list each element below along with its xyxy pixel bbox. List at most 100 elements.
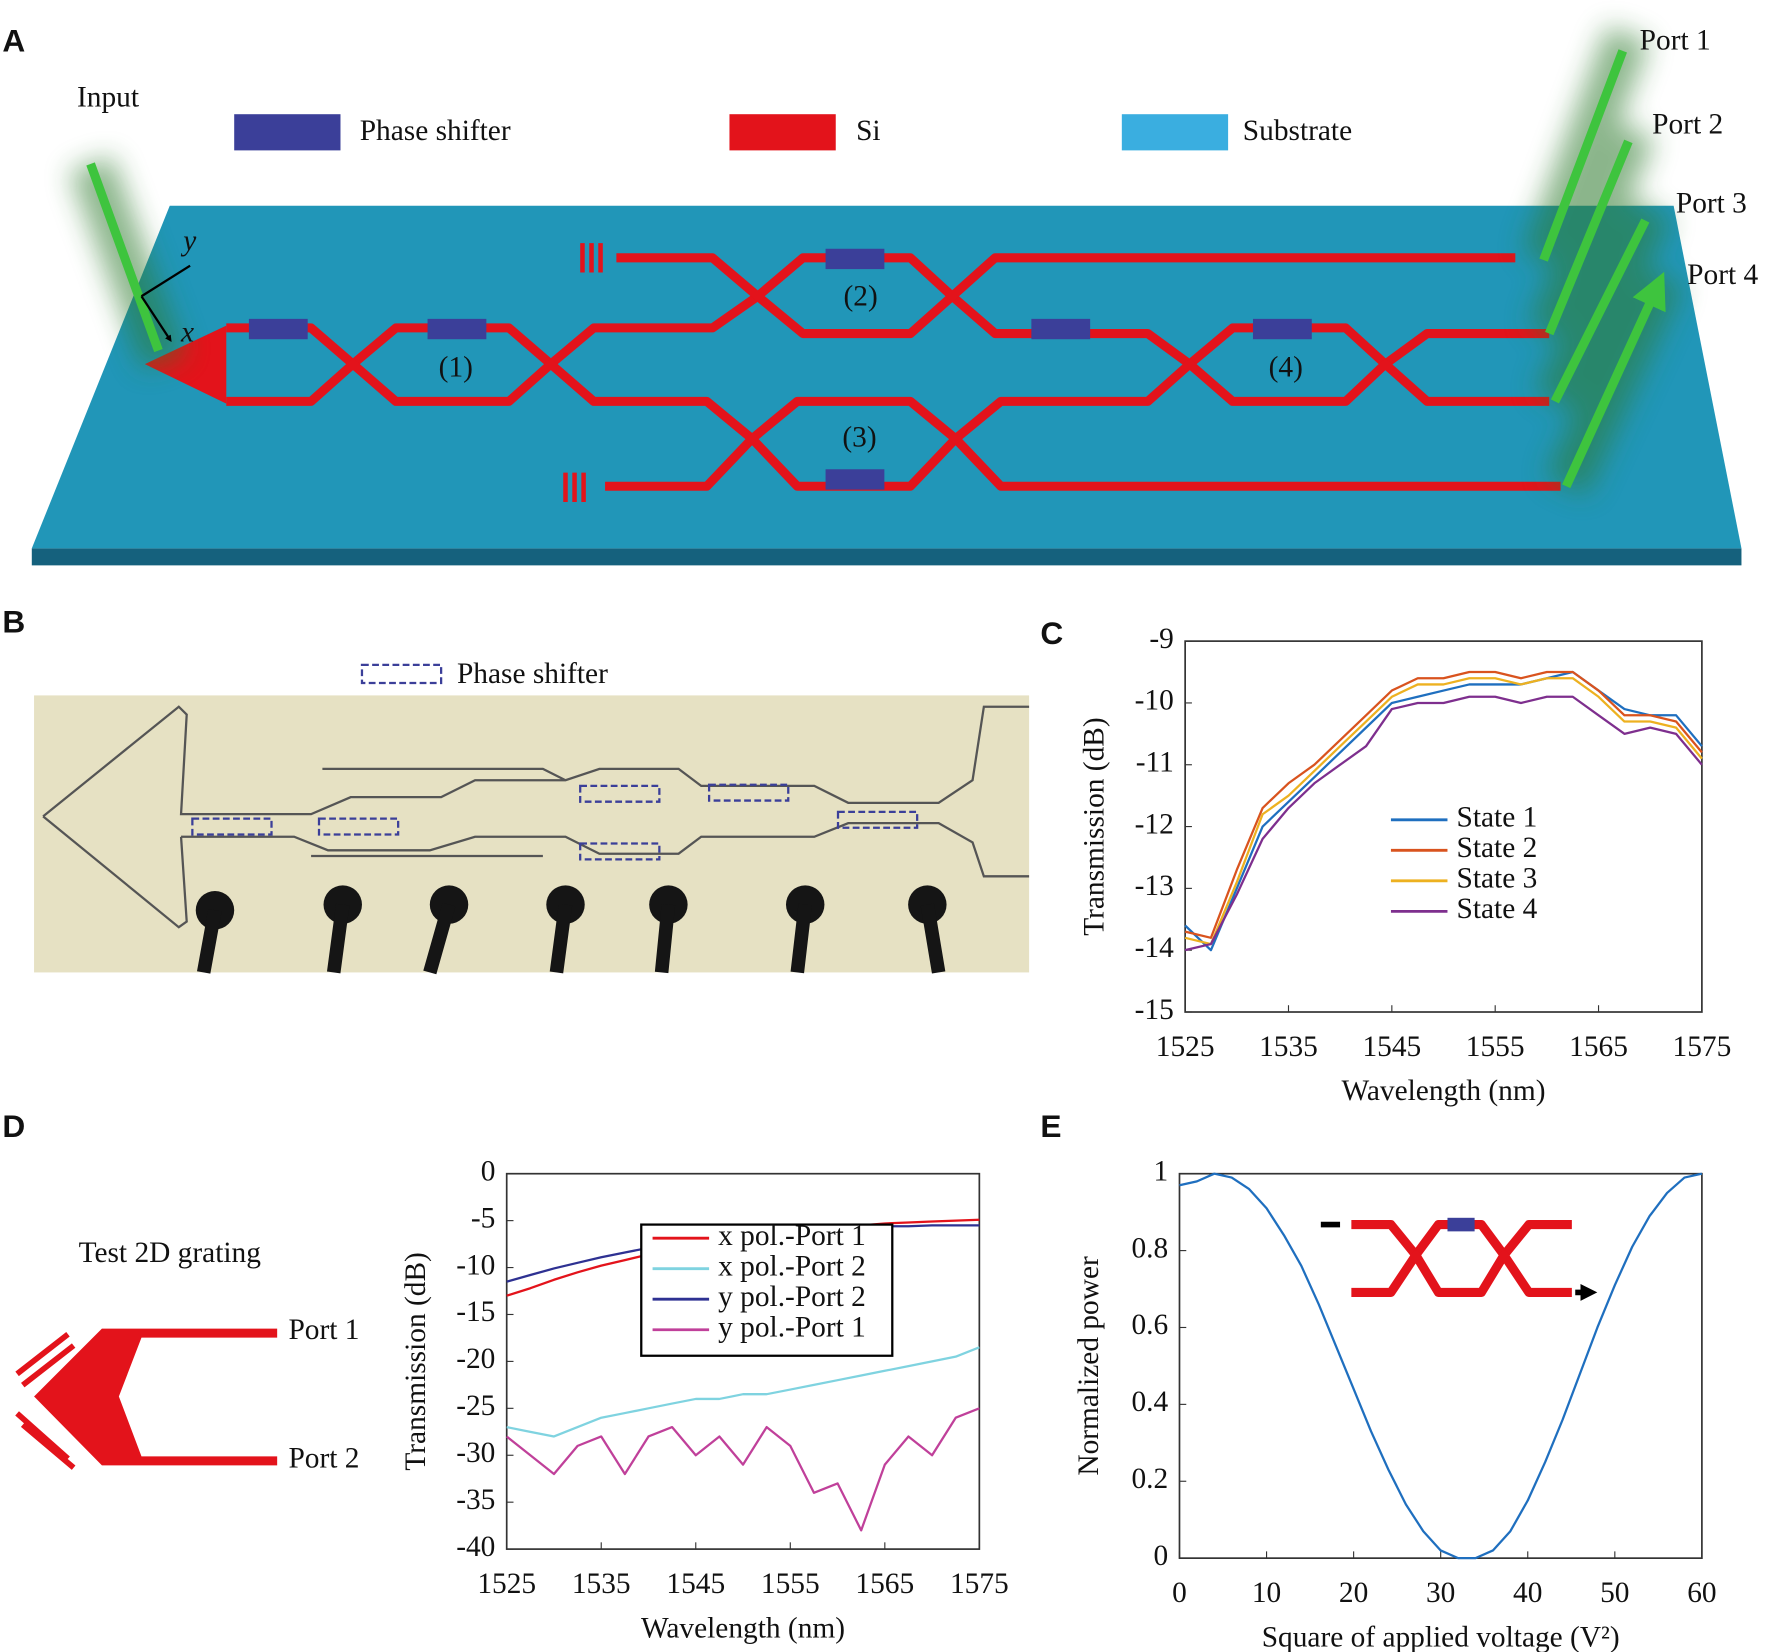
phase-shifter [1031,318,1091,340]
x-tick-label: 50 [1600,1577,1629,1609]
panel-letter: A [2,22,25,58]
port-label: Port 3 [1676,188,1747,220]
x-tick-label: 1575 [1673,1031,1732,1063]
x-tick-label: 20 [1339,1577,1368,1609]
y-axis-label: Transmission (dB) [1079,717,1111,935]
x-axis-label: Square of applied voltage (V²) [1262,1621,1620,1652]
y-tick-label: -15 [456,1296,495,1328]
legend-label: Si [856,115,881,147]
panel-b: Phase shifter [34,658,1030,975]
x-tick-label: 60 [1687,1577,1716,1609]
series-line [506,1407,980,1532]
y-tick-label: -30 [456,1437,495,1469]
y-tick-label: -9 [1149,623,1173,655]
legend-label: Phase shifter [457,658,608,690]
y-axis-label: Normalized power [1073,1256,1105,1476]
port-label: Port 2 [1652,108,1723,140]
legend-label: State 3 [1457,863,1538,895]
legend-label: y pol.-Port 1 [718,1311,866,1343]
axis-label: y [180,225,197,257]
x-tick-label: 1565 [1569,1031,1628,1063]
x-tick-label: 40 [1513,1577,1542,1609]
mzi-inset [1320,1217,1589,1293]
legend-swatch [1121,114,1229,151]
legend-label: x pol.-Port 1 [718,1220,866,1252]
x-tick-label: 1565 [855,1568,914,1600]
y-tick-label: -14 [1135,932,1174,964]
substrate-side [31,548,1742,566]
y-tick-label: -10 [1135,685,1174,717]
series-line [1184,677,1703,946]
y-tick-label: 0 [1153,1540,1168,1572]
plot-frame [1178,1172,1703,1559]
input-label: Input [77,81,139,113]
x-tick-label: 1525 [1156,1031,1215,1063]
x-tick-label: 1525 [477,1568,536,1600]
x-tick-label: 1535 [572,1568,631,1600]
y-tick-label: 0.2 [1131,1463,1168,1495]
micrograph [34,695,1030,973]
y-tick-label: -25 [456,1390,495,1422]
panel-letter: D [2,1108,25,1144]
series-line [1184,670,1703,952]
port-label: Port 1 [1640,25,1711,57]
axis-label: x [180,316,194,348]
series-line [1184,670,1703,939]
shifter-label: (2) [843,280,877,312]
panel-letter: E [1040,1108,1061,1144]
y-tick-label: 0.4 [1131,1386,1168,1418]
y-tick-label: 1 [1153,1155,1168,1187]
legend-label: State 1 [1457,802,1538,834]
y-tick-label: 0.8 [1131,1232,1168,1264]
legend-swatch [729,114,836,151]
x-tick-label: 10 [1252,1577,1281,1609]
y-tick-label: -5 [471,1202,495,1234]
x-tick-label: 1575 [950,1568,1009,1600]
y-tick-label: 0 [481,1155,496,1187]
panel-a: Phase shifter Si Substrate (1) (2) (3) (… [31,25,1759,566]
x-tick-label: 1545 [666,1568,725,1600]
x-axis-label: Wavelength (nm) [1342,1075,1546,1107]
y-tick-label: -11 [1136,747,1174,779]
phase-shifter [427,318,487,340]
y-tick-label: -10 [456,1249,495,1281]
inset-title: Test 2D grating [79,1237,262,1269]
shifter-label: (3) [842,422,876,454]
series-line [1179,1172,1703,1560]
legend-label: x pol.-Port 2 [718,1250,866,1282]
legend-label: Substrate [1243,115,1352,147]
axes-arrows [140,264,191,339]
port-label: Port 4 [1687,259,1758,291]
panel-letter: B [2,604,25,640]
shifter-label: (1) [439,351,473,383]
legend-label: State 2 [1457,832,1538,864]
x-tick-label: 30 [1426,1577,1455,1609]
legend-label: y pol.-Port 2 [718,1281,866,1313]
y-tick-label: 0.6 [1131,1309,1168,1341]
phase-shifter [825,469,885,490]
legend-frame [640,1223,894,1357]
y-tick-label: -20 [456,1343,495,1375]
legend-label: Phase shifter [360,115,511,147]
phase-shifter [1252,318,1312,340]
series-line [506,1346,980,1438]
y-tick-label: -12 [1135,808,1174,840]
port-label: Port 1 [288,1314,359,1346]
substrate [31,205,1742,549]
phase-shifter [248,318,308,340]
series-line [1184,695,1703,952]
x-axis-label: Wavelength (nm) [641,1612,845,1644]
beams [69,25,1683,496]
port-label: Port 2 [288,1443,359,1475]
legend-label: State 4 [1457,893,1538,925]
legend-swatch [234,114,341,151]
y-tick-label: -13 [1135,870,1174,902]
y-tick-label: -35 [456,1484,495,1516]
y-tick-label: -15 [1135,994,1174,1026]
shifter-label: (4) [1269,351,1303,383]
panel-letter: C [1040,615,1063,651]
x-tick-label: 1535 [1259,1031,1318,1063]
x-tick-label: 0 [1172,1577,1187,1609]
phase-shifter [825,248,885,270]
